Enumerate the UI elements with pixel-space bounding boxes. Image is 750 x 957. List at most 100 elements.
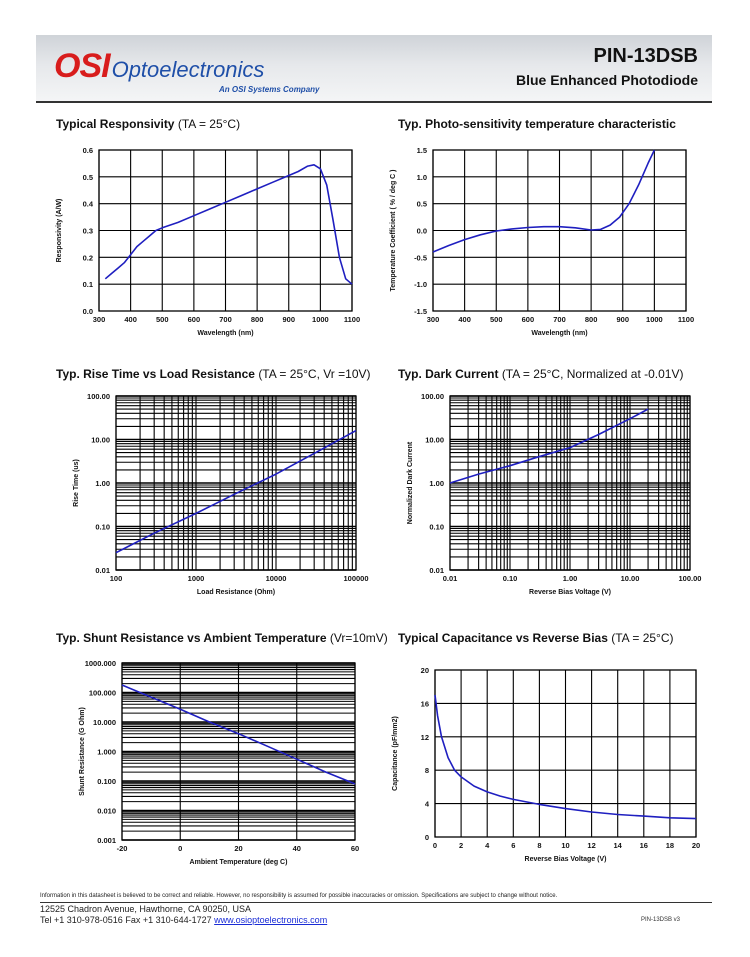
x-tick-label: 10 (561, 841, 569, 850)
series-line-tempcoef (432, 149, 656, 253)
y-tick-label: 0 (425, 833, 429, 842)
x-axis-label: Reverse Bias Voltage (V) (525, 856, 607, 863)
x-tick-label: 100 (110, 574, 123, 583)
footer-phone: Tel +1 310-978-0516 Fax +1 310-644-1727 (40, 915, 215, 925)
x-tick-label: 0 (433, 841, 437, 850)
x-tick-label: 0.01 (443, 574, 458, 583)
y-tick-label: 0.4 (83, 200, 94, 209)
chart-condition-text: (TA = 25°C, Vr =10V) (258, 367, 371, 381)
y-tick-label: 4 (425, 800, 430, 809)
x-tick-label: 1100 (678, 315, 694, 324)
y-tick-label: 0.3 (83, 227, 93, 236)
y-tick-label: 1000.000 (85, 659, 116, 668)
footer-contact: Tel +1 310-978-0516 Fax +1 310-644-1727 … (40, 915, 327, 925)
chart-title-tempcoef: Typ. Photo-sensitivity temperature chara… (398, 117, 676, 131)
chart-title-text: Typ. Photo-sensitivity temperature chara… (398, 117, 676, 131)
y-tick-label: 1.00 (95, 479, 110, 488)
series-line-shunt (121, 684, 356, 785)
y-tick-label: 0.0 (83, 307, 93, 316)
y-axis-label: Shunt Resistance (G Ohm) (79, 707, 86, 796)
y-tick-label: 0.001 (97, 836, 116, 845)
x-tick-label: 18 (666, 841, 674, 850)
logo-opto-text: Optoelectronics (111, 57, 265, 82)
y-axis-label: Responsivity (A/W) (56, 199, 63, 263)
x-axis-label: Wavelength (nm) (197, 330, 253, 337)
x-tick-label: 500 (490, 315, 503, 324)
chart-title-text: Typical Capacitance vs Reverse Bias (398, 631, 608, 645)
y-tick-label: 0.5 (417, 200, 427, 209)
chart-condition-text: (Vr=10mV) (329, 631, 388, 645)
x-axis-label: Wavelength (nm) (531, 330, 587, 337)
y-tick-label: 8 (425, 766, 429, 775)
y-tick-label: 10.00 (425, 436, 444, 445)
y-tick-label: 0.5 (83, 173, 93, 182)
x-tick-label: 100000 (343, 574, 368, 583)
x-tick-label: 400 (124, 315, 137, 324)
y-tick-label: 100.00 (87, 392, 110, 401)
chart-title-text: Typ. Shunt Resistance vs Ambient Tempera… (56, 631, 327, 645)
y-tick-label: 0.01 (429, 566, 444, 575)
plot-frame (434, 669, 697, 838)
x-tick-label: 700 (553, 315, 566, 324)
y-tick-label: 16 (421, 699, 429, 708)
footer-revision: PIN-13DSB v3 (641, 917, 681, 923)
x-tick-label: 0 (178, 844, 182, 853)
x-tick-label: 900 (282, 315, 295, 324)
y-tick-label: 0.010 (97, 807, 116, 816)
y-axis-label: Rise Time (us) (73, 459, 80, 507)
y-tick-label: 0.0 (417, 227, 427, 236)
y-tick-label: 100.000 (89, 689, 116, 698)
x-tick-label: 16 (640, 841, 648, 850)
y-axis-label: Capacitance (pF/mm2) (392, 716, 399, 791)
y-tick-label: 10.000 (93, 718, 116, 727)
x-tick-label: 60 (351, 844, 359, 853)
y-tick-label: 0.6 (83, 146, 93, 155)
logo-tagline: An OSI Systems Company (219, 85, 320, 94)
y-tick-label: 1.000 (97, 748, 116, 757)
website-link[interactable]: www.osioptoelectronics.com (214, 915, 328, 925)
series-line-risetime (115, 429, 357, 554)
plot-frame (98, 149, 353, 312)
logo-osi-text: OSI (54, 47, 111, 85)
y-tick-label: 0.2 (83, 253, 93, 262)
x-tick-label: 800 (251, 315, 264, 324)
y-axis-label: Normalized Dark Current (407, 441, 414, 524)
x-tick-label: 600 (188, 315, 201, 324)
chart-condition-text: (TA = 25°C, Normalized at -0.01V) (501, 367, 684, 381)
x-tick-label: 12 (587, 841, 595, 850)
y-tick-label: 1.00 (429, 479, 444, 488)
x-tick-label: 1000 (188, 574, 205, 583)
x-tick-label: 14 (614, 841, 623, 850)
company-logo: OSIOptoelectronics (54, 47, 264, 86)
x-tick-label: 8 (537, 841, 541, 850)
series-line-capacitance (434, 694, 697, 820)
y-axis-label: Temperature Coefficient ( % / deg C ) (390, 170, 397, 292)
x-tick-label: 600 (522, 315, 535, 324)
chart-title-text: Typ. Rise Time vs Load Resistance (56, 367, 255, 381)
x-tick-label: 6 (511, 841, 515, 850)
y-tick-label: -1.5 (414, 307, 427, 316)
x-tick-label: 500 (156, 315, 169, 324)
x-tick-label: 1.00 (563, 574, 578, 583)
x-tick-label: 800 (585, 315, 598, 324)
x-tick-label: 10.00 (621, 574, 640, 583)
x-tick-label: 10000 (266, 574, 287, 583)
x-axis-label: Ambient Temperature (deg C) (190, 859, 288, 866)
x-tick-label: 1000 (646, 315, 663, 324)
x-tick-label: 900 (616, 315, 629, 324)
chart-title-darkcurrent: Typ. Dark Current (TA = 25°C, Normalized… (398, 367, 683, 381)
y-tick-label: 0.10 (95, 523, 110, 532)
part-description: Blue Enhanced Photodiode (515, 72, 698, 88)
footer-divider (40, 902, 712, 903)
x-axis-label: Reverse Bias Voltage (V) (529, 589, 611, 596)
chart-title-capacitance: Typical Capacitance vs Reverse Bias (TA … (398, 631, 674, 645)
y-tick-label: 12 (421, 733, 429, 742)
chart-condition-text: (TA = 25°C) (177, 117, 241, 131)
plot-frame (121, 662, 356, 841)
plot-frame (432, 149, 687, 312)
x-tick-label: 2 (459, 841, 463, 850)
part-number: PIN-13DSB (593, 45, 698, 67)
x-axis-label: Load Resistance (Ohm) (197, 589, 275, 596)
x-tick-label: 1000 (312, 315, 329, 324)
